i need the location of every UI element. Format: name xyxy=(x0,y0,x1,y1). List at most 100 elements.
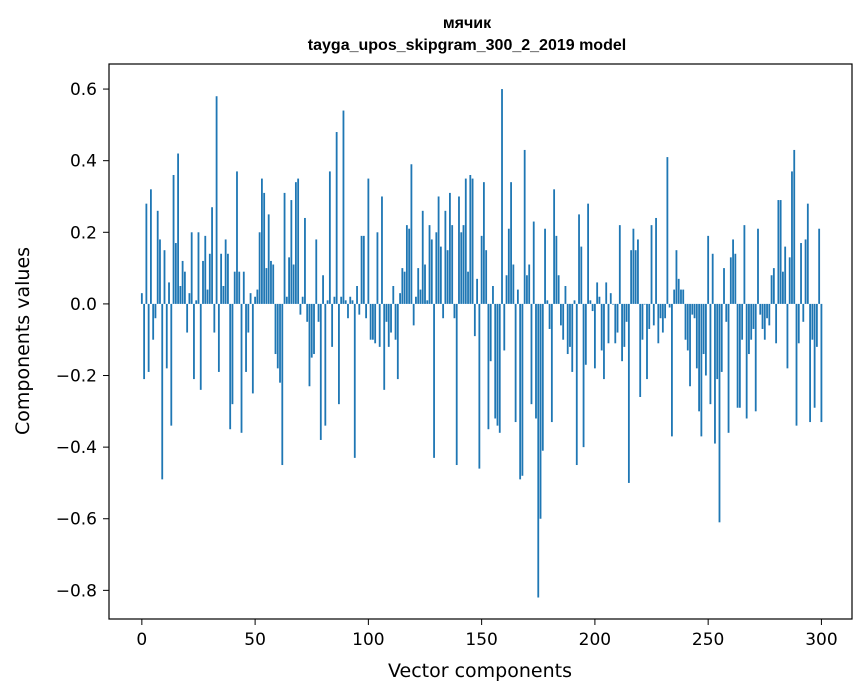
bar-36 xyxy=(222,286,225,304)
bar-60 xyxy=(276,303,279,369)
bar-225 xyxy=(650,225,653,304)
bar-112 xyxy=(394,303,397,340)
bar-80 xyxy=(322,275,324,304)
bar-151 xyxy=(482,182,485,304)
bar-31 xyxy=(211,207,213,304)
bar-208 xyxy=(612,303,614,305)
bar-177 xyxy=(541,303,544,451)
bar-154 xyxy=(489,303,492,362)
bar-64 xyxy=(285,296,288,304)
bar-194 xyxy=(580,246,583,304)
bar-224 xyxy=(648,303,651,329)
bar-35 xyxy=(220,253,223,304)
bar-263 xyxy=(736,303,739,408)
bar-40 xyxy=(231,303,234,405)
bar-series xyxy=(140,89,823,598)
bar-149 xyxy=(478,303,481,469)
bar-274 xyxy=(761,303,764,329)
bar-47 xyxy=(247,303,250,333)
bar-292 xyxy=(802,303,805,322)
bar-181 xyxy=(550,303,553,423)
bar-199 xyxy=(591,303,594,312)
bar-234 xyxy=(671,303,673,437)
bar-298 xyxy=(815,303,818,347)
bar-84 xyxy=(331,303,334,347)
bar-87 xyxy=(338,303,340,405)
bar-296 xyxy=(811,303,814,340)
bar-236 xyxy=(675,250,678,304)
bar-210 xyxy=(616,303,619,333)
bar-233 xyxy=(668,303,671,308)
bar-3 xyxy=(147,303,150,372)
y-tick-label-2: −0.4 xyxy=(56,438,97,458)
bar-106 xyxy=(381,196,383,304)
bar-213 xyxy=(623,303,626,347)
bar-13 xyxy=(170,303,173,426)
bar-188 xyxy=(566,303,569,355)
bar-160 xyxy=(503,303,506,351)
bar-295 xyxy=(809,303,811,423)
bar-167 xyxy=(519,303,522,480)
bar-182 xyxy=(553,189,556,304)
bar-7 xyxy=(156,210,159,304)
bar-1 xyxy=(143,303,146,380)
bar-101 xyxy=(369,303,372,340)
bar-287 xyxy=(791,171,793,304)
bar-254 xyxy=(716,303,719,380)
bar-124 xyxy=(421,210,424,304)
bar-267 xyxy=(745,303,748,419)
bar-63 xyxy=(283,192,286,304)
bar-100 xyxy=(367,178,370,304)
bar-229 xyxy=(659,303,662,319)
bar-39 xyxy=(229,303,232,430)
bar-180 xyxy=(548,303,551,329)
y-axis-label: Components values xyxy=(12,247,34,435)
bar-122 xyxy=(417,268,420,304)
bar-265 xyxy=(741,303,744,340)
bar-217 xyxy=(632,228,635,304)
bar-246 xyxy=(698,303,700,412)
bar-8 xyxy=(159,239,161,304)
bar-170 xyxy=(526,275,528,304)
bar-203 xyxy=(600,303,603,351)
bar-67 xyxy=(292,264,295,304)
bar-105 xyxy=(378,303,381,347)
bar-293 xyxy=(804,239,807,304)
bar-212 xyxy=(621,303,623,362)
bar-158 xyxy=(498,303,501,433)
x-tick-label-250: 250 xyxy=(692,630,724,650)
bar-172 xyxy=(530,303,533,405)
bar-91 xyxy=(347,303,349,319)
bar-244 xyxy=(693,303,696,319)
chart-title: мячик xyxy=(443,15,492,32)
bar-92 xyxy=(349,296,352,304)
bar-69 xyxy=(297,178,300,304)
bar-96 xyxy=(358,303,361,315)
bar-247 xyxy=(700,303,703,437)
bar-20 xyxy=(186,303,189,333)
x-tick-label-50: 50 xyxy=(244,630,266,650)
bar-169 xyxy=(523,149,526,304)
bar-120 xyxy=(412,303,415,326)
bar-5 xyxy=(152,303,155,340)
bar-45 xyxy=(242,271,245,304)
bar-50 xyxy=(254,296,257,304)
chart-subtitle: tayga_upos_skipgram_300_2_2019 model xyxy=(308,37,626,54)
bar-4 xyxy=(150,189,152,304)
bar-230 xyxy=(661,303,664,333)
bar-155 xyxy=(492,286,494,304)
bar-282 xyxy=(779,200,782,304)
bar-21 xyxy=(188,293,191,304)
bar-262 xyxy=(734,253,737,304)
bar-119 xyxy=(410,164,413,304)
bar-251 xyxy=(709,303,712,405)
bar-231 xyxy=(664,303,667,319)
bar-140 xyxy=(458,196,460,304)
bar-259 xyxy=(727,303,730,433)
bar-138 xyxy=(453,303,456,319)
bar-278 xyxy=(770,275,773,304)
bar-99 xyxy=(365,303,368,319)
bar-114 xyxy=(399,293,401,304)
bar-157 xyxy=(496,303,499,426)
bar-275 xyxy=(763,303,766,340)
